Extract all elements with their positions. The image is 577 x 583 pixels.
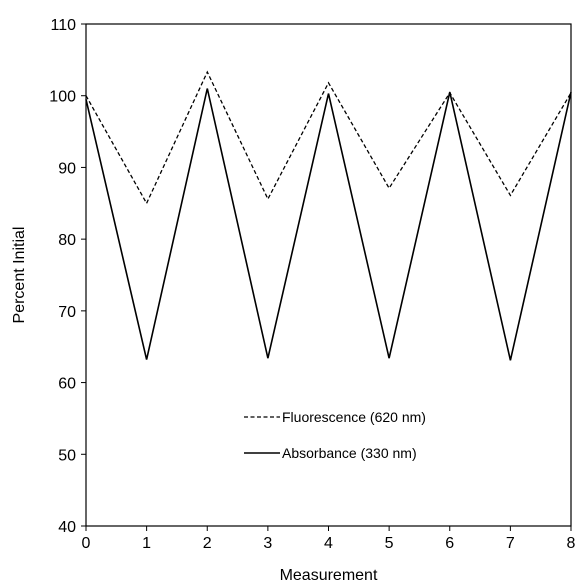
x-tick-label: 4 [324, 535, 333, 552]
x-tick-label: 5 [385, 535, 394, 552]
series-line-absorbance [85, 88, 572, 361]
y-tick-label: 110 [50, 17, 76, 34]
y-tick-label: 60 [58, 376, 76, 393]
series-line-fluorescence [85, 70, 572, 205]
y-tick-label: 40 [58, 519, 76, 536]
y-tick-label: 80 [58, 232, 76, 249]
y-tick-label: 70 [58, 304, 76, 321]
y-tick-label: 100 [49, 89, 76, 106]
legend-label-absorbance: Absorbance (330 nm) [282, 445, 417, 461]
y-tick-label: 50 [58, 447, 76, 464]
y-axis: 40 50 60 70 80 90 100 110 [49, 17, 86, 536]
legend-label-fluorescence: Fluorescence (620 nm) [282, 409, 426, 425]
x-tick-label: 0 [82, 535, 91, 552]
x-tick-label: 7 [506, 535, 515, 552]
y-axis-title: Percent Initial [11, 227, 28, 324]
x-axis: 0 1 2 3 4 5 6 7 8 [82, 526, 576, 552]
x-axis-title: Measurement [280, 567, 378, 583]
series-layer [85, 70, 572, 361]
x-tick-label: 2 [203, 535, 212, 552]
x-tick-label: 1 [142, 535, 151, 552]
legend: Fluorescence (620 nm) Absorbance (330 nm… [244, 409, 426, 461]
x-tick-label: 8 [567, 535, 576, 552]
y-tick-label: 90 [58, 160, 76, 177]
x-tick-label: 3 [263, 535, 272, 552]
x-tick-label: 6 [445, 535, 454, 552]
